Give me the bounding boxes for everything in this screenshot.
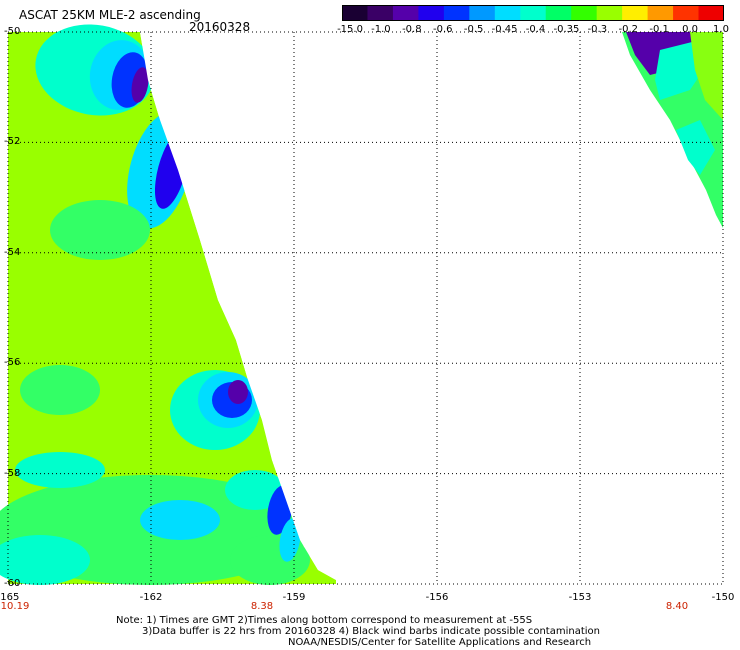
colorbar-tick-label: 0.0 bbox=[682, 24, 699, 35]
time-label: 8.40 bbox=[665, 601, 689, 612]
lon-tick-label: -156 bbox=[425, 592, 449, 603]
colorbar-swatch bbox=[520, 5, 547, 21]
footer-line-2: 3)Data buffer is 22 hrs from 20160328 4)… bbox=[142, 626, 600, 637]
time-label: 8.38 bbox=[250, 601, 274, 612]
lat-tick-label: -52 bbox=[4, 136, 21, 148]
lon-tick-label: -150 bbox=[711, 592, 735, 603]
lat-tick-label: -56 bbox=[4, 357, 21, 369]
lon-tick-label: -165 bbox=[0, 592, 20, 603]
colorbar-swatch bbox=[571, 5, 598, 21]
colorbar-tick-label: -0.35 bbox=[553, 24, 580, 35]
colorbar-tick-label: -0.2 bbox=[618, 24, 639, 35]
time-label: 10.19 bbox=[0, 601, 30, 612]
lon-tick-label: -159 bbox=[282, 592, 306, 603]
colorbar-tick-label: -0.4 bbox=[525, 24, 546, 35]
colorbar bbox=[342, 5, 724, 21]
colorbar-tick-label: 1.0 bbox=[713, 24, 729, 35]
colorbar-swatch bbox=[673, 5, 700, 21]
colorbar-tick-label: -0.1 bbox=[649, 24, 669, 35]
colorbar-swatch bbox=[596, 5, 623, 21]
lat-tick-label: -50 bbox=[4, 26, 21, 37]
footer-note: Note: 1) Times are GMT 2)Times along bot… bbox=[116, 615, 600, 648]
colorbar-swatch bbox=[443, 5, 470, 21]
colorbar-swatch bbox=[418, 5, 445, 21]
lat-tick-label: -58 bbox=[4, 467, 21, 479]
colorbar-swatch bbox=[647, 5, 674, 21]
footer-line-1: Note: 1) Times are GMT 2)Times along bot… bbox=[116, 615, 533, 626]
lon-tick-label: -153 bbox=[568, 592, 592, 603]
colorbar-tick-label: -0.5 bbox=[463, 24, 484, 35]
lat-tick-label: -54 bbox=[4, 246, 21, 258]
colorbar-tick-label: -15.0 bbox=[337, 24, 363, 35]
colorbar-swatch bbox=[545, 5, 572, 21]
graticule bbox=[8, 32, 723, 584]
colorbar-tick-label: -0.8 bbox=[402, 24, 422, 35]
product-date: 20160328 bbox=[189, 20, 251, 34]
colorbar-swatch bbox=[367, 5, 394, 21]
colorbar-swatch bbox=[469, 5, 496, 21]
colorbar-tick-label: -0.45 bbox=[491, 24, 518, 35]
colorbar-swatch bbox=[392, 5, 419, 21]
footer-line-3: NOAA/NESDIS/Center for Satellite Applica… bbox=[288, 637, 592, 648]
right-swath bbox=[622, 32, 723, 228]
colorbar-swatch bbox=[622, 5, 649, 21]
lat-tick-label: -60 bbox=[4, 578, 21, 589]
colorbar-tick-label: -0.3 bbox=[587, 24, 608, 35]
colorbar-tick-label: -0.6 bbox=[432, 24, 453, 35]
lon-tick-label: -162 bbox=[139, 592, 163, 603]
colorbar-tick-label: -1.0 bbox=[371, 24, 391, 35]
colorbar-swatch bbox=[494, 5, 521, 21]
left-swath bbox=[0, 24, 336, 585]
product-title: ASCAT 25KM MLE-2 ascending bbox=[19, 8, 201, 22]
colorbar-swatch bbox=[342, 5, 369, 21]
colorbar-swatch bbox=[698, 5, 724, 21]
